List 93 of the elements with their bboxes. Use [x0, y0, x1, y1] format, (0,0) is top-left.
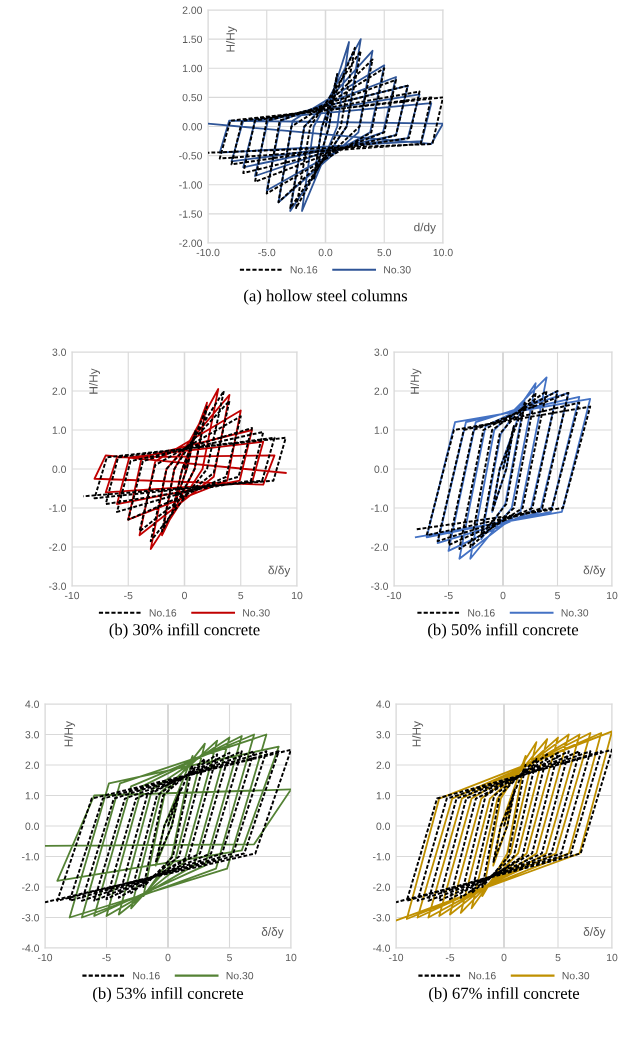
legend-label: No.16	[149, 609, 177, 617]
x-tick-label: -5	[124, 591, 133, 600]
y-tick-label: 2.0	[374, 387, 389, 395]
y-tick-label: -2.0	[372, 883, 391, 891]
x-axis-title: δ/δy	[268, 565, 291, 577]
y-tick-label: 0.0	[25, 822, 40, 830]
x-tick-label: 0	[182, 591, 187, 600]
y-tick-label: -3.0	[21, 914, 40, 922]
y-tick-label: -3.0	[48, 582, 67, 590]
x-tick-label: 10	[607, 591, 618, 600]
y-tick-label: -2.0	[21, 883, 40, 891]
x-tick-label: 0	[501, 953, 507, 962]
line-series	[396, 748, 612, 904]
y-tick-label: 3.0	[52, 348, 67, 356]
legend-label: No.16	[468, 609, 495, 617]
y-tick-label: -2.00	[179, 239, 203, 247]
y-tick-label: 1.00	[182, 64, 203, 73]
y-axis-title: H/Hy	[410, 368, 422, 394]
line-series	[45, 748, 291, 904]
y-tick-label: 3.0	[376, 731, 391, 739]
y-axis-title: H/Hy	[89, 368, 100, 394]
x-tick-label: -5	[445, 953, 455, 962]
x-tick-label: 10	[286, 953, 297, 962]
x-tick-label: -10	[64, 591, 80, 600]
y-tick-label: 3.0	[374, 348, 389, 356]
y-tick-label: 0.0	[374, 465, 389, 473]
y-tick-label: 1.50	[182, 35, 203, 43]
y-tick-label: 1.0	[25, 792, 40, 800]
x-tick-label: 0	[165, 953, 171, 962]
x-tick-label: -10	[37, 953, 53, 962]
y-axis-title: H/Hy	[226, 26, 237, 52]
legend-label: No.30	[561, 609, 589, 617]
x-tick-label: -5	[102, 953, 111, 962]
y-tick-label: 4.0	[376, 700, 391, 708]
x-tick-label: 10	[607, 953, 618, 962]
text: (b) 50% infill concrete	[428, 623, 579, 639]
x-axis-title: d/dy	[414, 222, 436, 234]
y-tick-label: 4.0	[25, 700, 40, 708]
y-tick-label: -4.0	[21, 944, 40, 952]
y-tick-label: -0.50	[179, 152, 203, 160]
y-tick-label: -2.0	[370, 543, 389, 551]
legend-label: No.30	[226, 971, 254, 980]
legend-label: No.16	[469, 971, 496, 980]
y-tick-label: -1.0	[372, 853, 391, 861]
y-tick-label: -1.50	[179, 210, 203, 218]
x-tick-label: -5.0	[258, 248, 276, 257]
legend-label: No.16	[290, 266, 318, 274]
y-tick-label: 2.0	[25, 761, 40, 769]
text: (b) 67% infill concrete	[429, 987, 580, 1003]
x-tick-label: 0	[500, 591, 506, 600]
x-tick-label: -5	[444, 591, 453, 600]
legend-label: No.16	[133, 971, 160, 980]
y-tick-label: 3.0	[25, 731, 40, 739]
x-axis-title: δ/δy	[583, 927, 606, 939]
x-tick-label: 5.0	[377, 248, 392, 257]
text: (b) 53% infill concrete	[93, 987, 244, 1003]
y-tick-label: 2.00	[182, 6, 203, 14]
y-tick-label: 1.0	[52, 426, 67, 434]
text: (b) 30% infill concrete	[109, 623, 260, 639]
y-tick-label: -1.0	[48, 504, 67, 512]
x-tick-label: -10	[386, 591, 402, 600]
y-tick-label: -1.0	[370, 504, 389, 512]
y-tick-label: -3.0	[372, 914, 391, 922]
y-tick-label: 2.0	[52, 387, 67, 395]
x-tick-label: 5	[555, 591, 560, 600]
y-tick-label: 0.0	[376, 822, 391, 830]
y-tick-label: 0.0	[52, 465, 67, 473]
y-tick-label: 2.0	[376, 761, 391, 769]
y-tick-label: -1.0	[21, 853, 40, 861]
y-axis-title: H/Hy	[412, 721, 424, 747]
y-tick-label: -3.0	[370, 582, 389, 590]
x-axis-title: δ/δy	[261, 927, 284, 939]
x-tick-label: 5	[238, 591, 244, 600]
y-tick-label: 0.50	[182, 93, 203, 102]
x-axis-title: δ/δy	[583, 565, 606, 577]
y-axis-title: H/Hy	[64, 721, 76, 747]
y-tick-label: -4.0	[372, 944, 391, 952]
y-tick-label: 0.00	[182, 123, 203, 131]
x-tick-label: 10	[292, 591, 303, 600]
legend-label: No.30	[384, 266, 411, 274]
x-tick-label: 10.0	[433, 248, 453, 257]
x-tick-label: -10	[388, 953, 404, 962]
x-tick-label: 5	[227, 953, 232, 962]
text: (a) hollow steel columns	[244, 289, 408, 305]
y-tick-label: -1.00	[179, 181, 203, 189]
y-tick-label: 1.0	[376, 792, 391, 800]
y-tick-label: 1.0	[374, 426, 389, 434]
x-tick-label: 0.0	[318, 248, 333, 257]
y-tick-label: -2.0	[48, 543, 67, 551]
x-tick-label: 5	[555, 953, 561, 962]
legend-label: No.30	[562, 971, 590, 980]
legend-label: No.30	[243, 609, 270, 617]
x-tick-label: -10.0	[196, 248, 220, 257]
